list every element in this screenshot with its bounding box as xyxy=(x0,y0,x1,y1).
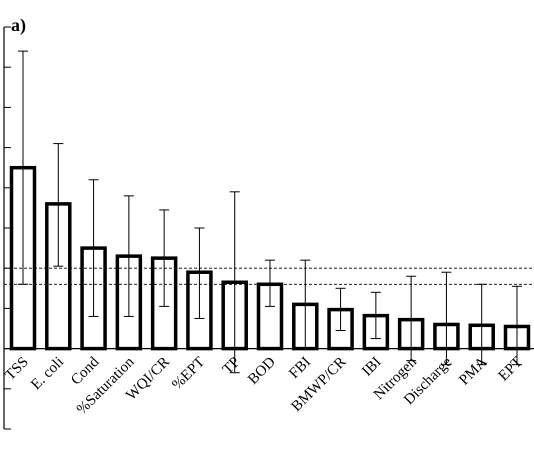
x-tick-label: FBI xyxy=(286,354,314,382)
x-tick-label: PMA xyxy=(456,354,490,388)
x-tick-label: TSS xyxy=(2,354,32,384)
x-tick-label: %EPT xyxy=(169,354,208,393)
x-tick-label: IBI xyxy=(359,354,384,379)
x-tick-label: TP xyxy=(220,354,244,378)
x-tick-label: E. coli xyxy=(28,354,67,393)
x-tick-label: BOD xyxy=(245,354,279,388)
x-tick-label: EPT xyxy=(496,354,526,384)
panel-label: a) xyxy=(11,15,26,35)
